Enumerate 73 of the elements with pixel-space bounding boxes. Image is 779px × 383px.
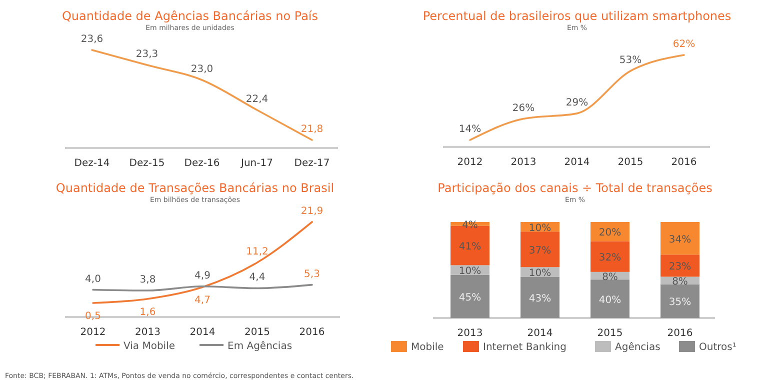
data-label: 45%: [458, 292, 482, 304]
legend-label: Agências: [615, 342, 660, 353]
data-label: 23,6: [80, 34, 104, 45]
x-tick-label: Jun-17: [240, 158, 273, 169]
data-label: 4,0: [85, 274, 101, 285]
data-label: 26%: [512, 102, 535, 114]
data-label: 40%: [598, 294, 622, 306]
data-label: 5,3: [304, 268, 320, 280]
data-label: 35%: [668, 297, 692, 308]
x-tick-label: 2013: [457, 328, 483, 339]
chart-title: Participação dos canais ÷ Total de transações: [438, 181, 712, 195]
x-tick-label: Dez-17: [294, 158, 330, 169]
x-tick-label: 2016: [667, 328, 693, 339]
bar: [590, 241, 630, 272]
x-tick-label: 2015: [597, 328, 623, 339]
legend-label: Via Mobile: [124, 341, 176, 352]
data-label: 43%: [528, 293, 552, 304]
data-label: 23,0: [190, 64, 214, 75]
legend-label: Outros¹: [699, 342, 736, 353]
x-tick-label: 2013: [135, 327, 160, 338]
bar: [520, 276, 560, 318]
x-tick-label: Dez-15: [129, 158, 165, 169]
x-tick-label: Dez-14: [74, 158, 110, 169]
bar: [660, 222, 700, 255]
x-tick-label: 2016: [299, 327, 325, 338]
legend-label: Em Agências: [228, 341, 292, 352]
data-label: 37%: [528, 245, 552, 256]
x-tick-label: 2014: [564, 157, 590, 168]
data-label: 8%: [602, 272, 618, 283]
data-label: 8%: [672, 276, 688, 288]
data-label: 21,9: [300, 206, 324, 217]
data-label: 4,9: [194, 270, 210, 282]
data-label: 23,3: [136, 49, 158, 60]
legend-label: Internet Banking: [483, 342, 566, 353]
x-tick-label: 2012: [80, 327, 106, 338]
x-tick-label: 2014: [190, 327, 216, 338]
data-label: 10%: [458, 266, 482, 277]
x-tick-label: 2015: [618, 157, 644, 168]
data-label: 22,4: [246, 94, 268, 105]
bar: [590, 280, 630, 318]
chart-title: Quantidade de Transações Bancárias no Brasil: [56, 181, 334, 195]
bar: [660, 254, 700, 277]
data-label: 4,7: [194, 295, 210, 306]
chart-title: Quantidade de Agências Bancárias no País: [62, 9, 318, 23]
chart-title: Percentual de brasileiros que utilizam smartphones: [422, 9, 732, 23]
x-tick-label: 2012: [457, 157, 483, 168]
x-tick-label: 2016: [671, 157, 697, 168]
bar: [520, 232, 560, 268]
data-label: 41%: [458, 242, 482, 253]
data-label: 4%: [462, 220, 478, 231]
legend-label: Mobile: [411, 342, 444, 353]
data-label: 3,8: [140, 274, 156, 286]
data-label: 62%: [672, 39, 696, 50]
data-label: 23%: [668, 262, 692, 273]
data-label: 0,5: [85, 311, 101, 322]
data-label: 53%: [619, 54, 642, 66]
data-label: 10%: [528, 268, 552, 279]
bar: [450, 274, 490, 318]
data-label: 14%: [458, 124, 482, 135]
bar: [660, 284, 700, 318]
data-label: 11,2: [246, 246, 268, 258]
data-label: 21,8: [300, 124, 324, 135]
data-label: 29%: [566, 97, 588, 108]
x-tick-label: Dez-16: [184, 158, 220, 169]
data-label: 4,4: [249, 272, 266, 284]
x-tick-label: 2013: [510, 157, 536, 168]
x-tick-label: 2015: [244, 327, 270, 338]
data-label: 10%: [528, 222, 552, 234]
x-tick-label: 2014: [527, 328, 553, 339]
data-label: 1,6: [140, 306, 156, 318]
data-label: 20%: [598, 228, 622, 239]
data-label: 32%: [598, 252, 622, 264]
data-label: 34%: [668, 234, 692, 246]
